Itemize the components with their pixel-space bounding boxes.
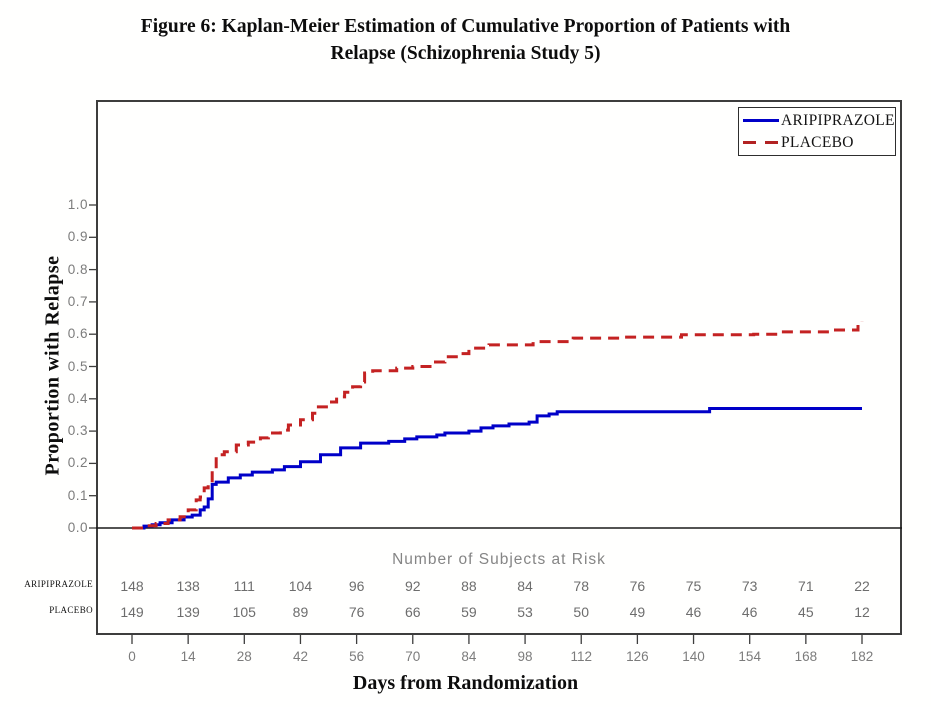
figure-title: Figure 6: Kaplan-Meier Estimation of Cum… bbox=[0, 13, 931, 67]
risk-count-placebo: 139 bbox=[176, 604, 200, 620]
risk-count-placebo: 45 bbox=[798, 604, 814, 620]
risk-count-aripiprazole: 73 bbox=[741, 578, 758, 594]
aripiprazole-curve bbox=[132, 407, 862, 530]
y-tick-label: 0.1 bbox=[67, 487, 88, 503]
legend-entry-placebo: PLACEBO bbox=[743, 133, 891, 152]
risk-count-placebo: 46 bbox=[685, 604, 702, 620]
x-tick-label: 84 bbox=[461, 649, 477, 664]
legend-label-placebo: PLACEBO bbox=[781, 133, 854, 151]
risk-count-aripiprazole: 111 bbox=[233, 578, 255, 594]
risk-count-placebo: 66 bbox=[404, 604, 421, 620]
risk-count-aripiprazole: 22 bbox=[854, 578, 870, 594]
y-tick-label: 0.7 bbox=[67, 293, 88, 309]
risk-count-aripiprazole: 75 bbox=[685, 578, 702, 594]
risk-count-aripiprazole: 92 bbox=[404, 578, 421, 594]
risk-count-placebo: 76 bbox=[348, 604, 365, 620]
risk-count-aripiprazole: 76 bbox=[629, 578, 646, 594]
legend-box: ARIPIPRAZOLE PLACEBO bbox=[738, 107, 896, 156]
x-tick-label: 140 bbox=[682, 649, 705, 664]
risk-count-aripiprazole: 148 bbox=[120, 578, 144, 594]
legend-label-aripiprazole: ARIPIPRAZOLE bbox=[781, 111, 895, 129]
legend-entry-aripiprazole: ARIPIPRAZOLE bbox=[743, 111, 895, 130]
x-tick-label: 28 bbox=[236, 649, 252, 664]
x-tick-label: 70 bbox=[405, 649, 421, 664]
y-tick-label: 0.2 bbox=[67, 455, 88, 471]
x-tick-label: 42 bbox=[292, 649, 308, 664]
risk-count-placebo: 53 bbox=[517, 604, 533, 620]
y-tick-label: 0.8 bbox=[67, 261, 88, 277]
x-tick-label: 182 bbox=[850, 649, 874, 664]
risk-count-placebo: 49 bbox=[629, 604, 646, 620]
risk-count-placebo: 105 bbox=[232, 604, 256, 620]
y-tick-label: 1.0 bbox=[67, 197, 88, 212]
risk-count-placebo: 59 bbox=[461, 604, 477, 620]
risk-count-aripiprazole: 84 bbox=[517, 578, 533, 594]
risk-count-placebo: 149 bbox=[120, 604, 144, 620]
risk-count-placebo: 89 bbox=[292, 604, 309, 620]
y-tick-label: 0.5 bbox=[67, 358, 88, 374]
figure-title-line1: Figure 6: Kaplan-Meier Estimation of Cum… bbox=[140, 16, 791, 37]
figure-title-line2: Relapse (Schizophrenia Study 5) bbox=[330, 43, 601, 64]
aripiprazole-line-sample-icon bbox=[743, 119, 779, 122]
x-tick-label: 98 bbox=[517, 649, 533, 664]
risk-count-placebo: 46 bbox=[741, 604, 758, 620]
risk-row-label-placebo: PLACEBO bbox=[49, 605, 93, 615]
y-tick-label: 0.0 bbox=[67, 520, 88, 535]
x-tick-label: 0 bbox=[128, 649, 136, 664]
risk-count-aripiprazole: 78 bbox=[573, 578, 589, 594]
x-tick-label: 168 bbox=[794, 649, 818, 664]
x-axis-title: Days from Randomization bbox=[352, 672, 579, 694]
x-tick-label: 14 bbox=[180, 649, 196, 664]
y-tick-label: 0.4 bbox=[67, 390, 88, 406]
risk-count-aripiprazole: 104 bbox=[288, 578, 313, 594]
x-tick-label: 112 bbox=[570, 649, 592, 664]
y-tick-label: 0.3 bbox=[67, 423, 88, 439]
risk-count-aripiprazole: 71 bbox=[798, 578, 814, 594]
risk-count-aripiprazole: 96 bbox=[348, 578, 365, 594]
y-tick-label: 0.9 bbox=[67, 229, 88, 245]
x-tick-label: 56 bbox=[349, 649, 365, 664]
x-tick-label: 154 bbox=[738, 649, 761, 664]
placebo-line-sample-icon bbox=[743, 141, 779, 144]
y-tick-label: 0.6 bbox=[67, 326, 88, 342]
risk-count-placebo: 12 bbox=[854, 604, 870, 620]
risk-count-aripiprazole: 88 bbox=[461, 578, 477, 594]
plot-area-border bbox=[96, 100, 902, 635]
risk-table-title: Number of Subjects at Risk bbox=[392, 551, 606, 568]
risk-count-aripiprazole: 138 bbox=[176, 578, 200, 594]
x-tick-label: 126 bbox=[626, 649, 649, 664]
risk-count-placebo: 50 bbox=[573, 604, 589, 620]
risk-row-label-aripiprazole: ARIPIPRAZOLE bbox=[24, 579, 93, 589]
